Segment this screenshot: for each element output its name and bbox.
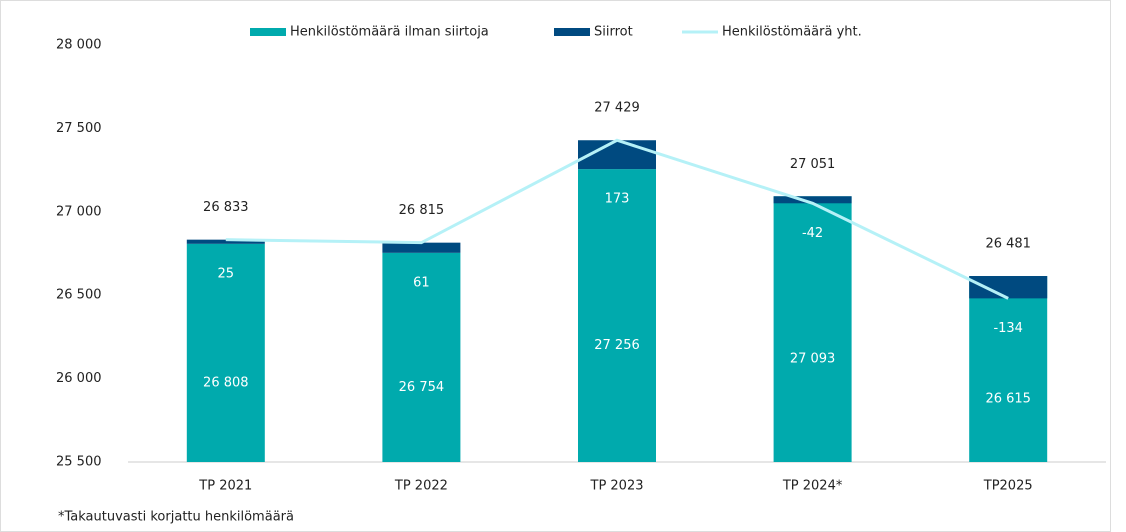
x-tick-label: TP 2024* [782,479,843,494]
legend-swatch [250,28,286,36]
bar-label: 25 [218,266,235,281]
bar [382,242,461,253]
total-label: 26 833 [203,200,249,215]
bar-label: -42 [802,226,823,241]
bar-label: 27 256 [594,338,640,353]
legend-label: Siirrot [594,25,633,40]
bar [578,169,656,463]
bar-label: -134 [993,321,1023,336]
bar [969,276,1048,299]
total-line [225,138,1009,300]
footnote: *Takautuvasti korjattu henkilömäärä [58,510,294,525]
total-label: 26 815 [399,203,445,218]
bar [773,196,852,462]
legend-label: Henkilöstömäärä ilman siirtoja [290,25,489,40]
bar-label: 26 808 [203,375,249,390]
bar-label: 26 754 [399,380,445,395]
bar-label: 27 093 [790,352,836,367]
x-tick-label: TP2025 [983,479,1033,494]
bar [186,243,265,462]
bar [969,276,1048,462]
y-tick-label: 26 500 [56,288,102,303]
x-tick-label: TP 2023 [590,479,644,494]
y-tick-label: 27 500 [56,121,102,136]
y-tick-label: 27 000 [56,204,102,219]
y-tick-label: 26 000 [56,371,102,386]
x-tick-label: TP 2021 [198,479,252,494]
bar-label: 61 [413,275,430,290]
bar [773,196,852,204]
bar [186,239,265,244]
total-label: 26 481 [985,237,1031,252]
legend-swatch [554,28,590,36]
total-label: 27 051 [790,157,836,172]
bar-label: 26 615 [985,392,1031,407]
total-label: 27 429 [594,101,640,116]
bar-label: 173 [605,192,630,207]
y-tick-label: 25 500 [56,455,102,470]
y-tick-label: 28 000 [56,38,102,53]
legend-label: Henkilöstömäärä yht. [722,25,862,40]
bar [382,252,461,462]
x-tick-label: TP 2022 [394,479,448,494]
